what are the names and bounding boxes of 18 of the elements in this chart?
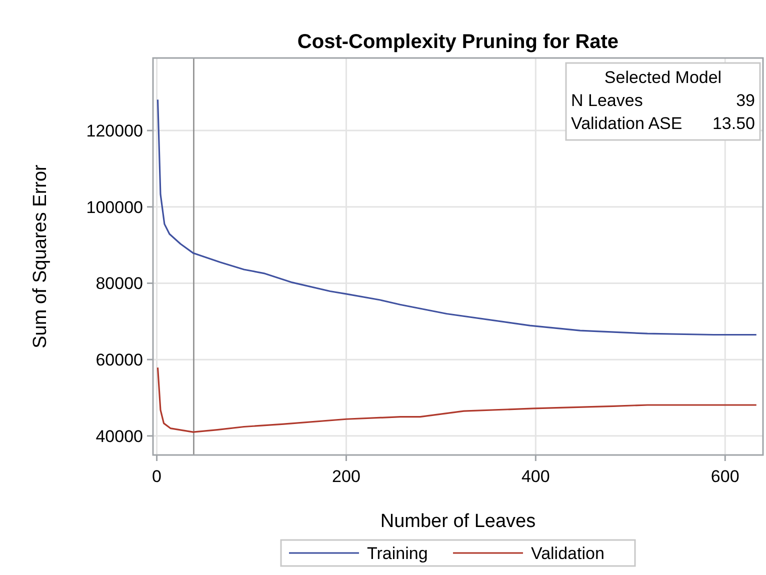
chart-title: Cost-Complexity Pruning for Rate [297, 31, 619, 53]
y-tick-label: 40000 [96, 426, 143, 446]
line-series [156, 366, 758, 433]
legend-label: Validation [531, 544, 604, 563]
y-tick-label: 100000 [86, 198, 143, 217]
text: Validation ASE 13.50 [571, 114, 755, 133]
annotation: Selected Model [604, 68, 722, 87]
text: N Leaves 39 [571, 91, 755, 110]
x-tick-label: 600 [710, 467, 740, 486]
x-tick-label: 0 [152, 467, 162, 486]
x-tick-label: 200 [332, 467, 360, 486]
y-tick-label: 60000 [96, 350, 143, 370]
y-tick-label: 80000 [96, 274, 143, 294]
legend-label: Training [367, 544, 428, 563]
x-tick-label: 400 [521, 467, 550, 486]
y-axis-title: Sum of Squares Error [30, 164, 51, 348]
y-tick-label: 120000 [86, 122, 143, 141]
x-axis-title: Number of Leaves [380, 511, 536, 532]
